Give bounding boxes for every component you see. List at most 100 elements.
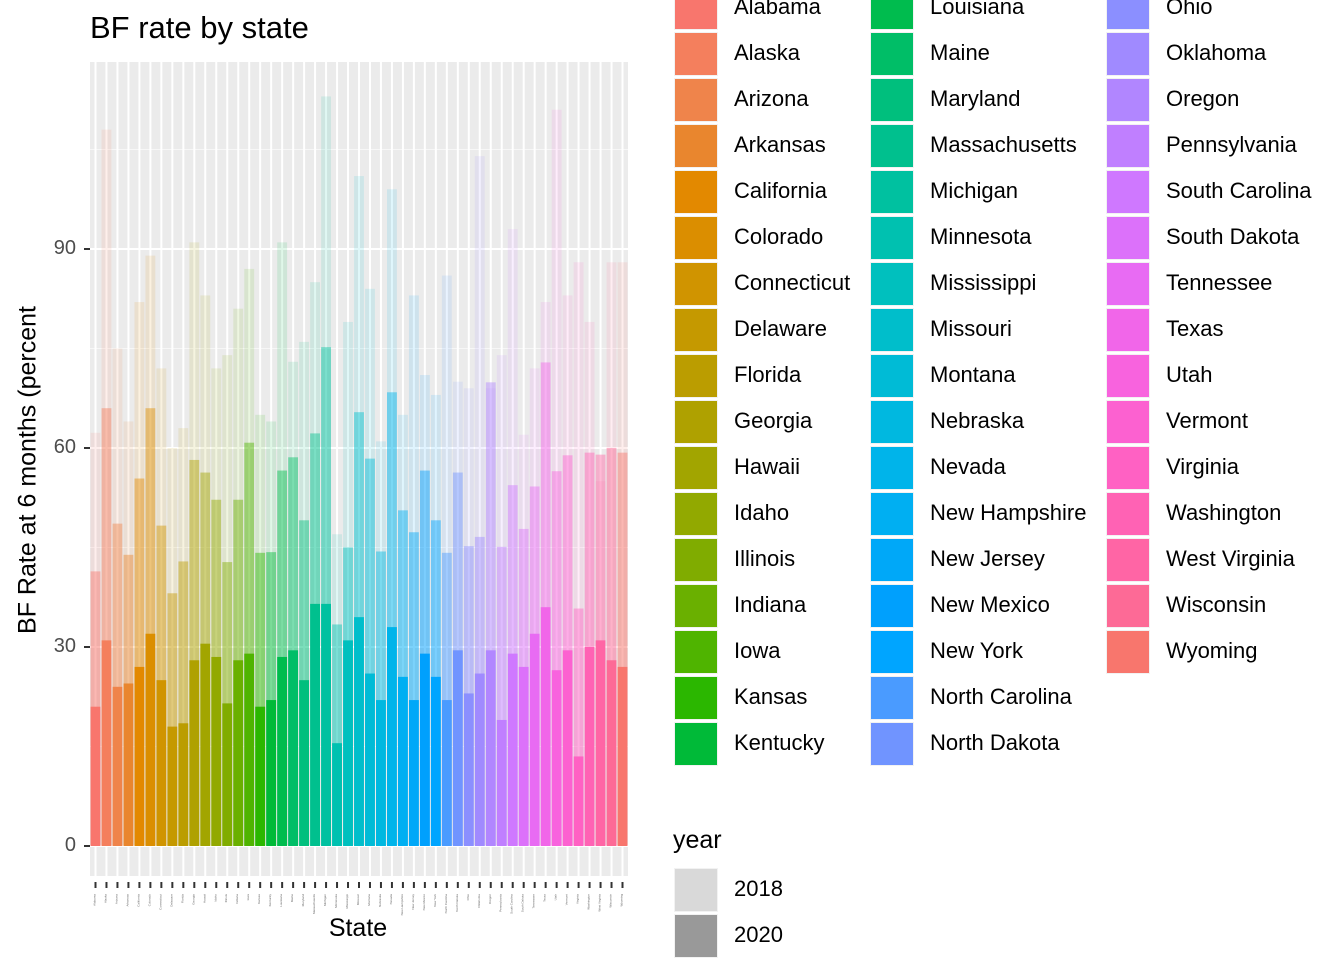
legend-label: Ohio: [1166, 0, 1213, 19]
bar-2020-27: [386, 392, 397, 846]
legend-swatch: [674, 722, 718, 766]
legend-swatch: [674, 492, 718, 536]
x-tick-label-4: California: [136, 894, 140, 907]
legend-label: 2018: [734, 876, 783, 901]
bar-2020-42: [551, 471, 562, 846]
legend-label: Alaska: [734, 40, 801, 65]
legend-swatch: [870, 0, 914, 30]
bar-2018-38: [507, 229, 518, 847]
bar-base-40: [529, 633, 540, 846]
legend-swatch: [870, 400, 914, 444]
legend-label: Illinois: [734, 546, 796, 571]
legend-swatch: [674, 262, 718, 306]
bar-2020-26: [376, 551, 386, 846]
bar-2018-44: [573, 262, 584, 846]
bar-2018-13: [233, 308, 244, 846]
bar-base-17: [277, 656, 288, 846]
legend-label: West Virginia: [1166, 546, 1295, 571]
bar-base-44: [573, 756, 584, 846]
bar-base-35: [474, 673, 485, 846]
legend-swatch: [870, 676, 914, 720]
x-tick-label-42: Utah: [554, 894, 558, 901]
x-tick-label-18: Maine: [290, 894, 294, 903]
x-tick-label-32: North Carolina: [444, 894, 448, 914]
legend-swatch: [870, 630, 914, 674]
bar-base-5: [145, 633, 156, 846]
x-tick-label-26: Nebraska: [378, 894, 382, 907]
x-tick-label-40: Tennessee: [532, 894, 536, 909]
legend-swatch: [674, 400, 718, 444]
legend-label: Alabama: [734, 0, 821, 19]
legend-label: Vermont: [1166, 408, 1248, 433]
x-tick-label-7: Delaware: [169, 894, 173, 907]
bar-base-37: [496, 719, 507, 846]
x-tick-label-1: Alaska: [103, 894, 107, 903]
bar-base-41: [540, 607, 551, 846]
bar-base-28: [397, 676, 408, 846]
legend-label: California: [734, 178, 827, 203]
x-tick-label-12: Illinois: [224, 894, 228, 903]
bar-2018-4: [134, 302, 145, 847]
legend-label: Missouri: [930, 316, 1012, 341]
x-tick-label-35: Oklahoma: [477, 894, 481, 908]
bar-2018-6: [156, 368, 167, 846]
bar-base-2: [112, 686, 123, 846]
legend-swatch: [870, 308, 914, 352]
legend-swatch: [674, 538, 718, 582]
bar-2018-0: [90, 432, 101, 846]
legend-swatch: [674, 676, 718, 720]
x-tick-label-33: North Dakota: [455, 894, 459, 912]
legend-swatch: [674, 308, 718, 352]
bar-2020-37: [496, 546, 507, 846]
x-tick-label-5: Colorado: [147, 894, 151, 907]
legend-label: Pennsylvania: [1166, 132, 1297, 157]
legend-label: Maine: [930, 40, 990, 65]
bar-base-14: [244, 653, 255, 846]
legend-swatch: [674, 0, 718, 30]
legend-label: North Dakota: [930, 730, 1060, 755]
bar-2020-16: [266, 552, 277, 846]
legend-swatch: [1106, 216, 1150, 260]
x-axis-title: State: [328, 914, 388, 942]
legend-label: Wisconsin: [1166, 592, 1267, 617]
bar-base-29: [408, 700, 419, 846]
bar-2018-32: [441, 275, 452, 846]
legend-label: New York: [930, 638, 1023, 663]
legend-label: Georgia: [734, 408, 813, 433]
bar-2020-47: [606, 448, 617, 846]
x-tick-label-46: West Virginia: [598, 894, 602, 912]
bar-base-21: [321, 603, 332, 846]
bar-2018-1: [101, 129, 112, 847]
legend-swatch: [870, 124, 914, 168]
bar-2018-25: [365, 288, 375, 846]
bar-2018-37: [496, 355, 507, 846]
x-tick-label-41: Texas: [543, 894, 547, 902]
bar-2018-31: [430, 394, 441, 846]
y-axis-ticks: [84, 248, 90, 847]
y-tick-label: 0: [64, 834, 76, 856]
x-tick-label-2: Arizona: [114, 894, 118, 905]
bar-base-19: [299, 680, 310, 846]
x-tick-label-25: Montana: [367, 894, 371, 906]
bar-2018-5: [145, 255, 156, 847]
bar-2018-23: [343, 321, 353, 846]
bar-base-1: [101, 640, 112, 846]
legend-label: Virginia: [1166, 454, 1239, 479]
bar-base-3: [123, 683, 134, 846]
bar-2018-17: [277, 242, 288, 846]
x-tick-label-19: Maryland: [301, 894, 305, 907]
bar-2018-11: [211, 368, 222, 846]
bar-2018-26: [376, 441, 386, 846]
y-tick-label: 30: [53, 635, 76, 657]
legend-label: Kansas: [734, 684, 808, 709]
bar-2020-21: [321, 347, 332, 846]
x-tick-label-23: Mississippi: [345, 894, 349, 909]
legend-swatch: [674, 32, 718, 76]
legend-label: Oregon: [1166, 86, 1240, 111]
legend-swatch: [1106, 262, 1150, 306]
bar-2020-8: [178, 561, 189, 846]
x-tick-label-13: Indiana: [235, 894, 239, 904]
x-tick-label-16: Kentucky: [268, 894, 272, 907]
legend-swatch: [870, 262, 914, 306]
